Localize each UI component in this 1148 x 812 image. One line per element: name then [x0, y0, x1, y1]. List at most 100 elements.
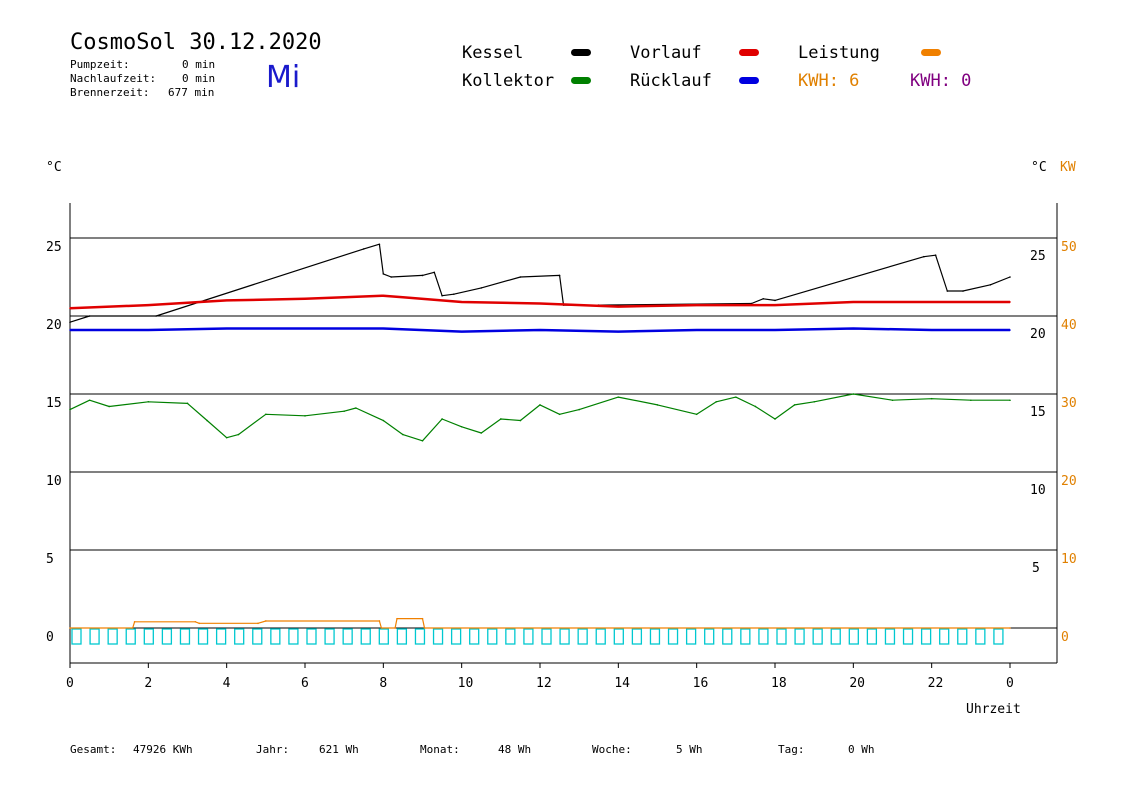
data-point [774, 299, 776, 302]
pump-state-marker [306, 628, 317, 645]
data-point [441, 418, 443, 420]
footer-gesamt-value: 47926 KWh [133, 743, 193, 756]
data-point [147, 329, 150, 331]
data-point [402, 433, 404, 436]
legend-kwh-secondary: KWH: 0 [910, 71, 972, 91]
series-leistung [70, 617, 1010, 629]
data-point [519, 419, 522, 422]
data-point [382, 419, 385, 422]
data-point [390, 276, 392, 278]
data-point [433, 271, 436, 274]
pump-state-marker [541, 628, 552, 645]
data-point [695, 304, 698, 306]
data-point [69, 321, 71, 324]
data-point [617, 330, 620, 333]
data-point [793, 404, 796, 406]
pump-state-marker [667, 628, 679, 645]
pump-state-marker [957, 628, 968, 645]
pump-state-marker [234, 628, 245, 645]
y-tick-right-kw: 30 [1061, 396, 1077, 411]
pump-state-marker [704, 628, 715, 645]
data-point [946, 290, 949, 292]
pump-state-marker [649, 628, 661, 645]
pump-state-marker [631, 628, 643, 645]
pump-state-marker [559, 628, 570, 645]
pump-state-marker [414, 628, 426, 645]
data-point [558, 413, 561, 416]
x-tick-label: 2 [144, 676, 152, 691]
footer-tag-label: Tag: [778, 743, 805, 756]
data-point [774, 304, 776, 306]
data-point [539, 329, 541, 331]
pump-state-marker [288, 628, 299, 645]
data-point [147, 304, 150, 306]
pump-state-marker [450, 628, 462, 645]
data-point [225, 299, 228, 302]
data-point [69, 627, 71, 629]
pump-state-marker [884, 628, 896, 645]
x-tick-label: 14 [614, 676, 630, 691]
data-point [774, 418, 776, 420]
data-point [69, 307, 71, 310]
series-kollektor [69, 393, 1010, 442]
pump-state-marker [143, 628, 154, 645]
data-point [186, 402, 189, 405]
data-point [500, 418, 502, 420]
legend-kessel-swatch [571, 49, 591, 56]
chart-ticks: 0 5 10 15 20 25 5 10 15 20 25 0 10 20 30 40 50 0 2 4 6 8 10 12 1… [46, 240, 1077, 691]
pump-state-marker [125, 628, 136, 645]
data-point [480, 432, 483, 434]
data-point [147, 401, 150, 403]
data-point [155, 315, 157, 317]
data-point [304, 415, 306, 417]
pump-state-marker [848, 628, 859, 645]
footer-monat-label: Monat: [420, 743, 460, 756]
y-tick-left: 25 [46, 240, 62, 255]
data-point [735, 396, 737, 398]
data-point [88, 399, 91, 402]
pump-state-marker [252, 628, 263, 645]
data-point [206, 419, 208, 422]
data-point [198, 622, 201, 625]
data-point [304, 298, 306, 300]
data-point [382, 273, 385, 275]
pump-state-marker [161, 628, 173, 645]
data-point [656, 404, 659, 406]
data-point [754, 405, 757, 408]
series-kessel [69, 243, 1011, 323]
data-point [362, 248, 365, 250]
pump-state-marker [324, 628, 335, 645]
pump-state-marker [505, 628, 516, 645]
x-tick-label: 16 [693, 676, 709, 691]
legend-kwh-total: KWH: 6 [798, 71, 860, 91]
x-tick-label: 10 [458, 676, 474, 691]
data-point [989, 284, 992, 286]
data-point [421, 440, 424, 442]
legend-vorlauf-label: Vorlauf [630, 43, 702, 63]
pump-state-marker [71, 628, 82, 645]
y-tick-right: 5 [1032, 561, 1040, 576]
data-point [257, 622, 259, 625]
stat-nachlaufzeit-value: 0 min [182, 72, 216, 85]
data-point [539, 302, 541, 305]
pump-state-marker [342, 628, 353, 645]
x-tick-label: 0 [66, 676, 74, 691]
data-point [380, 627, 383, 629]
footer-jahr-label: Jahr: [256, 743, 290, 756]
data-point [617, 396, 620, 398]
data-point [695, 329, 698, 331]
x-axis-label: Uhrzeit [966, 702, 1021, 717]
y-tick-right-kw: 50 [1061, 240, 1077, 255]
pump-state-marker [920, 628, 932, 645]
data-point [382, 294, 385, 297]
data-point [402, 296, 404, 299]
pump-state-marker [613, 628, 624, 645]
data-point [108, 405, 110, 408]
pump-state-marker [360, 628, 371, 645]
series-vorlauf [69, 294, 1010, 310]
x-tick-label: 8 [379, 676, 387, 691]
pump-state-marker [469, 628, 480, 645]
data-point [460, 425, 463, 428]
left-axis-unit: °C [46, 160, 62, 175]
x-tick-label: 22 [928, 676, 944, 691]
